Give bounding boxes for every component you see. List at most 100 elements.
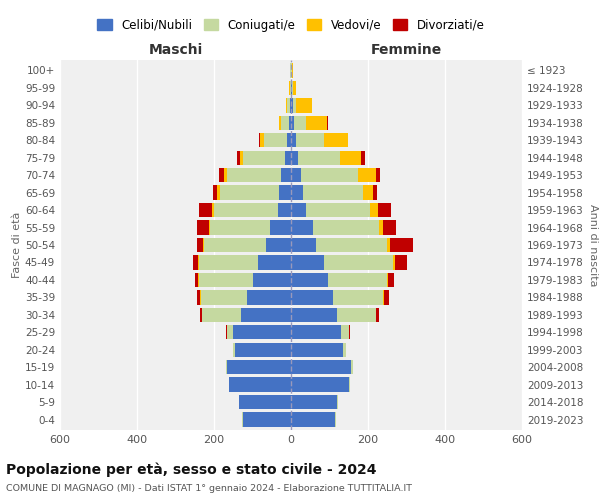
Bar bbox=[286, 98, 287, 112]
Bar bbox=[291, 378, 349, 392]
Bar bbox=[243, 412, 291, 426]
Bar bbox=[233, 342, 235, 357]
Bar bbox=[291, 308, 337, 322]
Bar bbox=[316, 238, 387, 252]
Text: Popolazione per età, sesso e stato civile - 2024: Popolazione per età, sesso e stato civil… bbox=[6, 462, 377, 477]
Bar bbox=[349, 325, 350, 340]
Bar bbox=[313, 220, 379, 234]
Bar bbox=[241, 308, 291, 322]
Bar bbox=[363, 186, 373, 200]
Bar bbox=[350, 360, 353, 374]
Bar bbox=[293, 98, 296, 112]
Bar bbox=[361, 150, 365, 165]
Bar bbox=[291, 325, 341, 340]
Bar bbox=[304, 186, 363, 200]
Bar bbox=[199, 203, 212, 217]
Bar bbox=[264, 133, 287, 148]
Bar bbox=[291, 273, 328, 287]
Bar bbox=[341, 325, 349, 340]
Bar bbox=[291, 256, 324, 270]
Text: Maschi: Maschi bbox=[148, 42, 203, 56]
Bar bbox=[239, 395, 291, 409]
Bar bbox=[387, 238, 391, 252]
Y-axis label: Fasce di età: Fasce di età bbox=[12, 212, 22, 278]
Bar bbox=[202, 308, 241, 322]
Bar bbox=[243, 150, 285, 165]
Bar bbox=[292, 81, 293, 95]
Bar bbox=[226, 325, 227, 340]
Bar bbox=[247, 290, 291, 304]
Bar bbox=[237, 150, 240, 165]
Bar bbox=[376, 168, 380, 182]
Bar bbox=[220, 186, 280, 200]
Bar bbox=[195, 273, 198, 287]
Bar bbox=[291, 220, 313, 234]
Bar bbox=[291, 203, 307, 217]
Bar bbox=[328, 273, 387, 287]
Bar bbox=[296, 98, 312, 112]
Bar bbox=[291, 98, 293, 112]
Bar bbox=[291, 186, 304, 200]
Bar bbox=[337, 308, 376, 322]
Bar bbox=[305, 116, 327, 130]
Bar bbox=[291, 290, 334, 304]
Bar bbox=[270, 220, 291, 234]
Bar bbox=[293, 81, 296, 95]
Bar bbox=[388, 273, 394, 287]
Bar bbox=[278, 203, 291, 217]
Bar bbox=[235, 342, 291, 357]
Bar bbox=[285, 150, 291, 165]
Bar bbox=[240, 150, 243, 165]
Bar bbox=[292, 64, 293, 78]
Bar bbox=[266, 238, 291, 252]
Bar bbox=[395, 256, 407, 270]
Bar bbox=[259, 133, 260, 148]
Bar bbox=[291, 395, 337, 409]
Bar bbox=[227, 360, 291, 374]
Bar bbox=[227, 325, 233, 340]
Bar bbox=[227, 168, 281, 182]
Bar bbox=[301, 168, 358, 182]
Bar bbox=[197, 220, 209, 234]
Bar bbox=[343, 342, 346, 357]
Bar bbox=[197, 290, 200, 304]
Bar bbox=[209, 220, 210, 234]
Bar bbox=[324, 256, 393, 270]
Bar bbox=[387, 273, 388, 287]
Bar bbox=[253, 273, 291, 287]
Bar bbox=[373, 186, 377, 200]
Bar bbox=[193, 256, 198, 270]
Bar bbox=[217, 186, 220, 200]
Bar bbox=[379, 220, 383, 234]
Bar bbox=[325, 133, 347, 148]
Bar bbox=[291, 238, 316, 252]
Bar bbox=[199, 256, 258, 270]
Bar bbox=[258, 256, 291, 270]
Bar bbox=[281, 116, 289, 130]
Bar bbox=[384, 290, 389, 304]
Y-axis label: Anni di nascita: Anni di nascita bbox=[587, 204, 598, 286]
Bar bbox=[391, 238, 413, 252]
Text: Femmine: Femmine bbox=[371, 42, 442, 56]
Bar bbox=[226, 360, 227, 374]
Bar bbox=[307, 203, 370, 217]
Bar bbox=[260, 133, 264, 148]
Text: COMUNE DI MAGNAGO (MI) - Dati ISTAT 1° gennaio 2024 - Elaborazione TUTTITALIA.IT: COMUNE DI MAGNAGO (MI) - Dati ISTAT 1° g… bbox=[6, 484, 412, 493]
Bar bbox=[294, 116, 305, 130]
Bar bbox=[205, 238, 266, 252]
Bar bbox=[213, 186, 217, 200]
Bar bbox=[210, 220, 270, 234]
Bar bbox=[219, 168, 224, 182]
Bar bbox=[291, 150, 298, 165]
Bar bbox=[291, 133, 296, 148]
Legend: Celibi/Nubili, Coniugati/e, Vedovi/e, Divorziati/e: Celibi/Nubili, Coniugati/e, Vedovi/e, Di… bbox=[92, 14, 490, 36]
Bar bbox=[287, 133, 291, 148]
Bar bbox=[291, 412, 335, 426]
Bar bbox=[200, 308, 202, 322]
Bar bbox=[229, 378, 291, 392]
Bar bbox=[349, 378, 350, 392]
Bar bbox=[290, 98, 291, 112]
Bar bbox=[298, 150, 340, 165]
Bar bbox=[327, 116, 328, 130]
Bar bbox=[280, 186, 291, 200]
